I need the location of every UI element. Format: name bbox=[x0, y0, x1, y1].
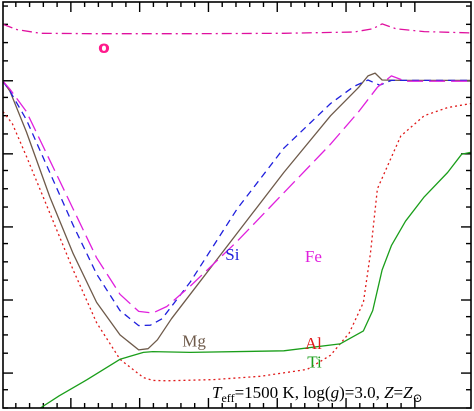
caption-z2: Z bbox=[403, 383, 413, 402]
series-al-line bbox=[2, 102, 472, 382]
label-ti: Ti bbox=[307, 352, 322, 371]
caption-g: g bbox=[331, 383, 340, 402]
series-si-line bbox=[2, 79, 471, 327]
caption-eq: = bbox=[394, 383, 404, 402]
caption-eff: eff bbox=[221, 391, 234, 405]
o-marker: o bbox=[98, 38, 110, 58]
label-si: Si bbox=[225, 245, 239, 264]
label-fe: Fe bbox=[305, 247, 322, 266]
caption-sun: ⊙ bbox=[413, 391, 423, 405]
series-lines bbox=[2, 23, 472, 409]
caption-mid2: )=3.0, bbox=[339, 383, 384, 402]
caption-mid: =1500 K, log( bbox=[235, 383, 331, 402]
caption-z: Z bbox=[384, 383, 394, 402]
caption: Teff=1500 K, log(g)=3.0, Z=Z⊙ bbox=[212, 383, 423, 405]
series-mg-line bbox=[2, 72, 471, 351]
caption-t: T bbox=[212, 383, 223, 402]
label-mg: Mg bbox=[182, 331, 206, 350]
label-al: Al bbox=[305, 334, 322, 353]
series-o-line bbox=[2, 23, 472, 35]
series-fe-line bbox=[2, 75, 471, 314]
series-ti-line bbox=[40, 151, 472, 409]
axis-ticks bbox=[3, 2, 471, 409]
